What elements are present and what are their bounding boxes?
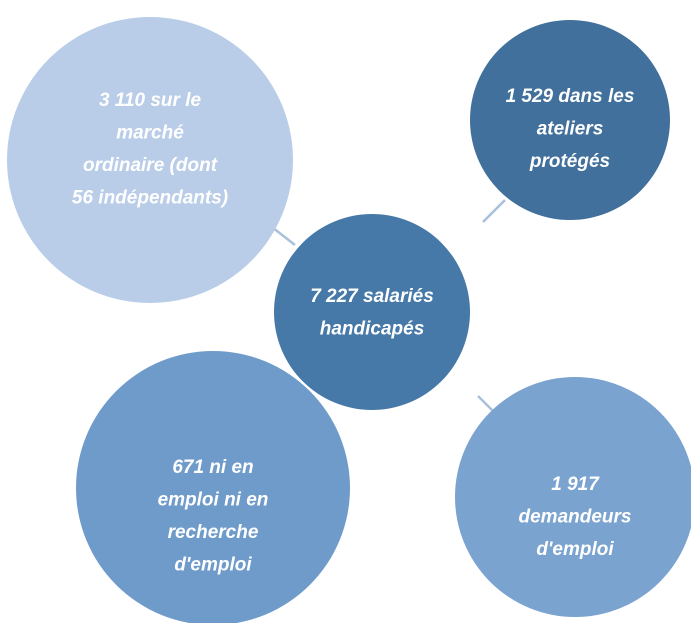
node-label: 1 529 dans les bbox=[506, 86, 635, 107]
node-label: 7 227 salariés bbox=[310, 286, 434, 307]
node-label: marché bbox=[116, 123, 184, 144]
node-label: ordinaire (dont bbox=[83, 155, 218, 176]
node-label: emploi ni en bbox=[158, 490, 269, 511]
connector bbox=[482, 199, 506, 223]
node-circle bbox=[274, 214, 470, 410]
node-label: ateliers bbox=[537, 119, 604, 140]
node-label: 56 indépendants) bbox=[72, 188, 228, 209]
node-circle bbox=[76, 351, 350, 623]
node-label: 3 110 sur le bbox=[99, 90, 202, 111]
node-label: 671 ni en bbox=[172, 457, 253, 478]
node-circle bbox=[455, 377, 691, 617]
node-circle bbox=[7, 17, 293, 303]
node-label: protégés bbox=[529, 151, 610, 172]
node-label: 1 917 bbox=[551, 474, 600, 495]
node-label: demandeurs bbox=[519, 507, 632, 528]
node-label: recherche bbox=[168, 522, 259, 543]
node-label: d'emploi bbox=[536, 539, 614, 560]
node-label: d'emploi bbox=[174, 555, 252, 576]
node-label: handicapés bbox=[320, 319, 425, 340]
node-circle bbox=[470, 20, 670, 220]
